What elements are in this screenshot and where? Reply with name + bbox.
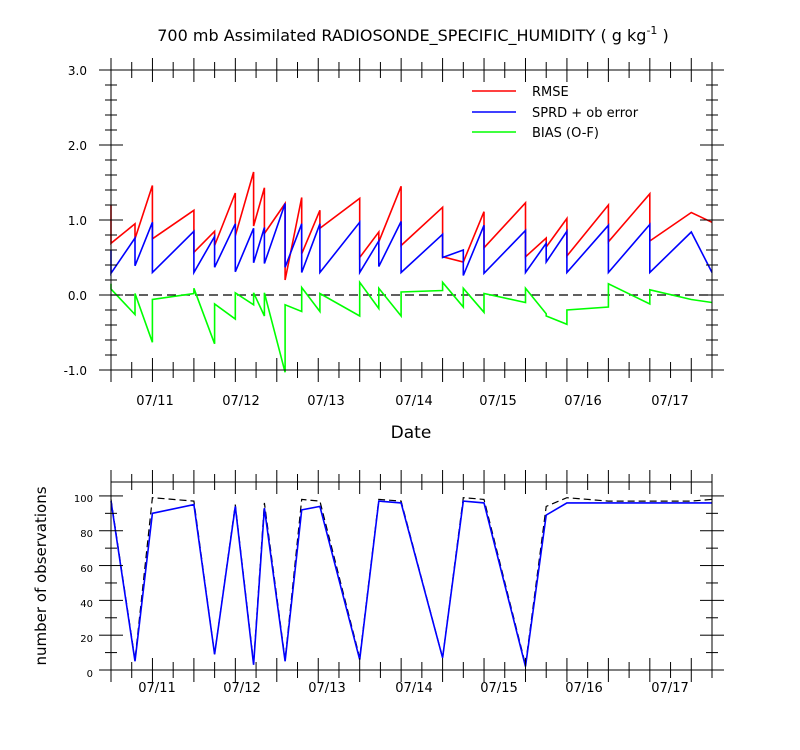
legend-label-rmse: RMSE — [532, 85, 569, 100]
x-axis-label: Date — [391, 423, 432, 443]
rmse-panel-ticks — [99, 58, 724, 382]
x-tick-label: 07/17 — [651, 394, 688, 409]
chart-title-main: 700 mb Assimilated RADIOSONDE_SPECIFIC_H… — [157, 26, 646, 46]
y-tick-label: 3.0 — [68, 64, 87, 78]
x-tick-label: 07/12 — [223, 681, 260, 696]
x-tick-label: 07/13 — [308, 681, 345, 696]
x-tick-label: 07/14 — [395, 394, 432, 409]
legend: RMSE SPRD + ob error BIAS (O-F) — [472, 85, 639, 141]
series-line-used — [110, 500, 712, 667]
observations-panel-series — [110, 497, 713, 667]
y-tick-label: 60 — [80, 564, 93, 575]
observations-panel: 100 80 60 40 20 0 07/11 07/12 07/13 07/1… — [32, 470, 724, 696]
y-tick-label: 20 — [80, 634, 93, 645]
x-tick-label: 07/15 — [479, 394, 516, 409]
chart-title-end: ) — [657, 26, 668, 45]
y-tick-label: 100 — [74, 494, 93, 505]
x-tick-label: 07/11 — [138, 681, 175, 696]
series-line-sprd-ob-error — [110, 203, 713, 276]
y-tick-label: 80 — [80, 529, 93, 540]
rmse-panel: RMSE SPRD + ob error BIAS (O-F) 3.0 2.0 … — [64, 58, 724, 443]
y-tick-label: -1.0 — [64, 364, 87, 378]
observations-panel-frame — [110, 481, 713, 671]
x-tick-label: 07/13 — [307, 394, 344, 409]
x-tick-label: 07/11 — [136, 394, 173, 409]
legend-label-bias: BIAS (O-F) — [532, 126, 599, 141]
chart-title-superscript: -1 — [646, 24, 657, 37]
legend-label-sprd: SPRD + ob error — [532, 106, 639, 121]
chart-title: 700 mb Assimilated RADIOSONDE_SPECIFIC_H… — [157, 24, 668, 46]
rmse-panel-frame — [110, 69, 713, 371]
y-tick-label: 0 — [87, 669, 93, 680]
series-line-rmse — [110, 171, 713, 281]
x-tick-label: 07/17 — [651, 681, 688, 696]
series-line-possible — [110, 497, 713, 665]
x-tick-label: 07/14 — [395, 681, 432, 696]
y-tick-label: 40 — [80, 599, 93, 610]
y-tick-label: 0.0 — [68, 289, 87, 303]
series-line-bias-o-f- — [110, 279, 713, 373]
x-tick-label: 07/16 — [564, 394, 601, 409]
x-tick-label: 07/15 — [480, 681, 517, 696]
rmse-panel-series — [110, 171, 713, 373]
y-tick-label: 2.0 — [68, 139, 87, 153]
observations-panel-ticks — [99, 470, 724, 682]
y-axis-label: number of observations — [32, 486, 50, 665]
x-tick-label: 07/12 — [222, 394, 259, 409]
x-tick-label: 07/16 — [565, 681, 602, 696]
y-tick-label: 1.0 — [68, 214, 87, 228]
